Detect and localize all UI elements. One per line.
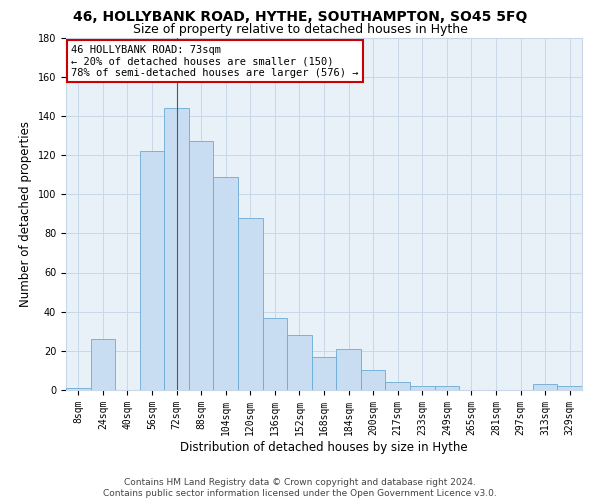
- Bar: [287, 335, 312, 390]
- Bar: [361, 370, 385, 390]
- Bar: [434, 386, 459, 390]
- Bar: [214, 176, 238, 390]
- Y-axis label: Number of detached properties: Number of detached properties: [19, 120, 32, 306]
- Bar: [164, 108, 189, 390]
- Text: 46, HOLLYBANK ROAD, HYTHE, SOUTHAMPTON, SO45 5FQ: 46, HOLLYBANK ROAD, HYTHE, SOUTHAMPTON, …: [73, 10, 527, 24]
- Bar: [410, 386, 434, 390]
- Bar: [263, 318, 287, 390]
- Text: Contains HM Land Registry data © Crown copyright and database right 2024.
Contai: Contains HM Land Registry data © Crown c…: [103, 478, 497, 498]
- Text: 46 HOLLYBANK ROAD: 73sqm
← 20% of detached houses are smaller (150)
78% of semi-: 46 HOLLYBANK ROAD: 73sqm ← 20% of detach…: [71, 44, 359, 78]
- Bar: [336, 349, 361, 390]
- Bar: [189, 142, 214, 390]
- Bar: [91, 339, 115, 390]
- Bar: [533, 384, 557, 390]
- Bar: [140, 151, 164, 390]
- Bar: [312, 356, 336, 390]
- Bar: [238, 218, 263, 390]
- Bar: [66, 388, 91, 390]
- Bar: [385, 382, 410, 390]
- Text: Size of property relative to detached houses in Hythe: Size of property relative to detached ho…: [133, 22, 467, 36]
- X-axis label: Distribution of detached houses by size in Hythe: Distribution of detached houses by size …: [180, 440, 468, 454]
- Bar: [557, 386, 582, 390]
